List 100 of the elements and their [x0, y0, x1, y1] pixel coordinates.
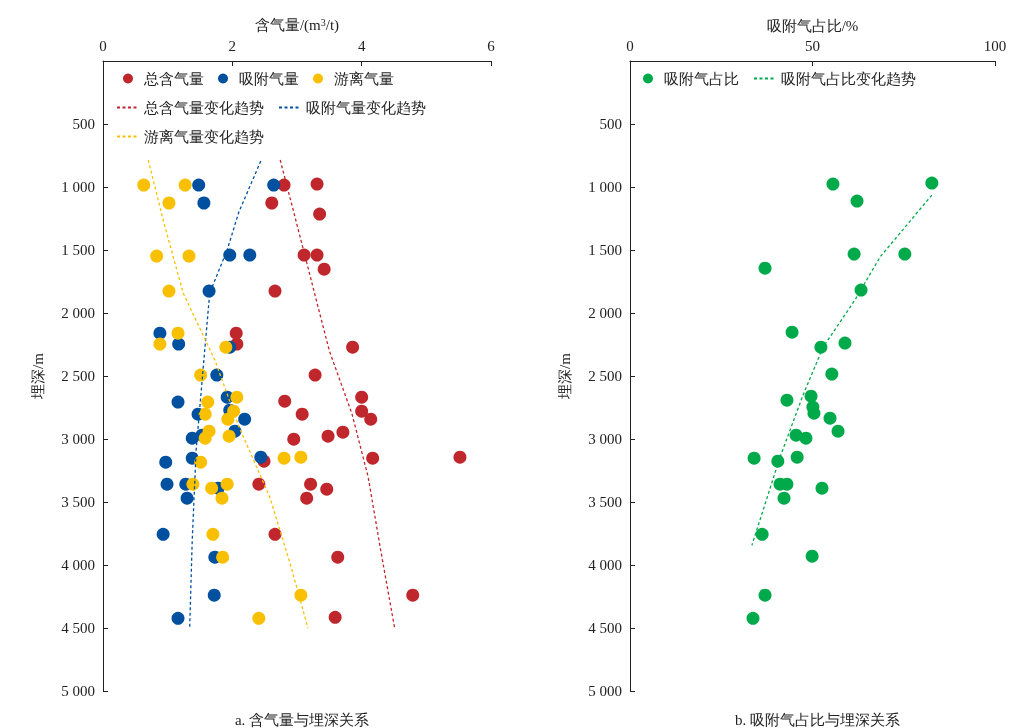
point [172, 337, 186, 351]
y-tick-label: 1 500 [588, 242, 622, 258]
y-tick-label: 4 500 [588, 620, 622, 636]
y-tick-label: 5 000 [61, 683, 95, 699]
legend-label: 吸附气量 [239, 70, 299, 87]
point [310, 248, 324, 262]
point [156, 527, 170, 541]
point [747, 451, 761, 465]
point [826, 177, 840, 191]
y-tick-label: 3 500 [61, 494, 95, 510]
point [805, 549, 819, 563]
point [221, 412, 235, 426]
point [171, 326, 185, 340]
point [150, 249, 164, 263]
point [194, 455, 208, 469]
point [182, 249, 196, 263]
y-tick-label: 2 000 [588, 305, 622, 321]
y-tick-label: 1 000 [588, 179, 622, 195]
point [229, 326, 243, 340]
point [215, 491, 229, 505]
point [814, 340, 828, 354]
x-tick-label: 6 [487, 37, 496, 54]
point [336, 425, 350, 439]
point [230, 390, 244, 404]
point [162, 284, 176, 298]
point [294, 588, 308, 602]
point [755, 527, 769, 541]
point [804, 389, 818, 403]
legend-label: 游离气量变化趋势 [144, 128, 264, 145]
point [206, 527, 220, 541]
point [317, 262, 331, 276]
point [320, 482, 334, 496]
point [137, 178, 151, 192]
y-tick-label: 1 500 [61, 242, 95, 258]
point [278, 394, 292, 408]
point [159, 455, 173, 469]
point [216, 550, 230, 564]
point [180, 491, 194, 505]
point [238, 412, 252, 426]
point [300, 491, 314, 505]
legend-label: 吸附气量变化趋势 [306, 99, 426, 116]
point [838, 336, 852, 350]
point [850, 194, 864, 208]
point [355, 390, 369, 404]
point [297, 248, 311, 262]
point [295, 407, 309, 421]
y-tick-label: 4 000 [61, 557, 95, 573]
point [366, 451, 380, 465]
point [831, 424, 845, 438]
y-tick-label: 500 [72, 116, 95, 132]
y-tick-label: 2 500 [61, 368, 95, 384]
point [898, 247, 912, 261]
y-tick-label: 3 000 [588, 431, 622, 447]
point [746, 611, 760, 625]
point [160, 477, 174, 491]
point [364, 412, 378, 426]
x-tick-label: 100 [983, 37, 1007, 54]
point [201, 395, 215, 409]
text: b. 吸附气占比与埋深关系 [735, 711, 900, 728]
point [308, 368, 322, 382]
legend-label: 总含气量 [143, 70, 204, 87]
legend-label: 吸附气占比变化趋势 [781, 70, 916, 87]
y-tick-label: 500 [599, 116, 622, 132]
point [153, 337, 167, 351]
point [205, 481, 219, 495]
point [790, 450, 804, 464]
x-tick-label: 2 [228, 37, 237, 54]
point [823, 411, 837, 425]
y-axis-title: 埋深/m [29, 352, 46, 400]
line-series [147, 159, 309, 629]
point [162, 196, 176, 210]
point [406, 588, 420, 602]
text: a. 含气量与埋深关系 [234, 711, 370, 728]
point [825, 367, 839, 381]
x-tick-label: 0 [99, 37, 107, 54]
point [313, 207, 327, 221]
y-axis-title: 埋深/m [556, 352, 573, 400]
point [223, 248, 237, 262]
point [777, 491, 791, 505]
point [219, 340, 233, 354]
point [847, 247, 861, 261]
point [185, 431, 199, 445]
point [267, 178, 281, 192]
y-tick-label: 5 000 [588, 683, 622, 699]
point [355, 404, 369, 418]
point [277, 451, 291, 465]
point [265, 196, 279, 210]
x-tick-label: 4 [357, 37, 366, 54]
point [197, 196, 211, 210]
point [328, 610, 342, 624]
legend-label: 游离气量 [334, 70, 394, 87]
point [202, 284, 216, 298]
line-series [279, 159, 396, 629]
point [186, 477, 200, 491]
point [854, 283, 868, 297]
point [252, 477, 266, 491]
x-tick-label: 0 [626, 37, 634, 54]
point [268, 527, 282, 541]
y-tick-label: 1 000 [61, 179, 95, 195]
point [192, 178, 206, 192]
